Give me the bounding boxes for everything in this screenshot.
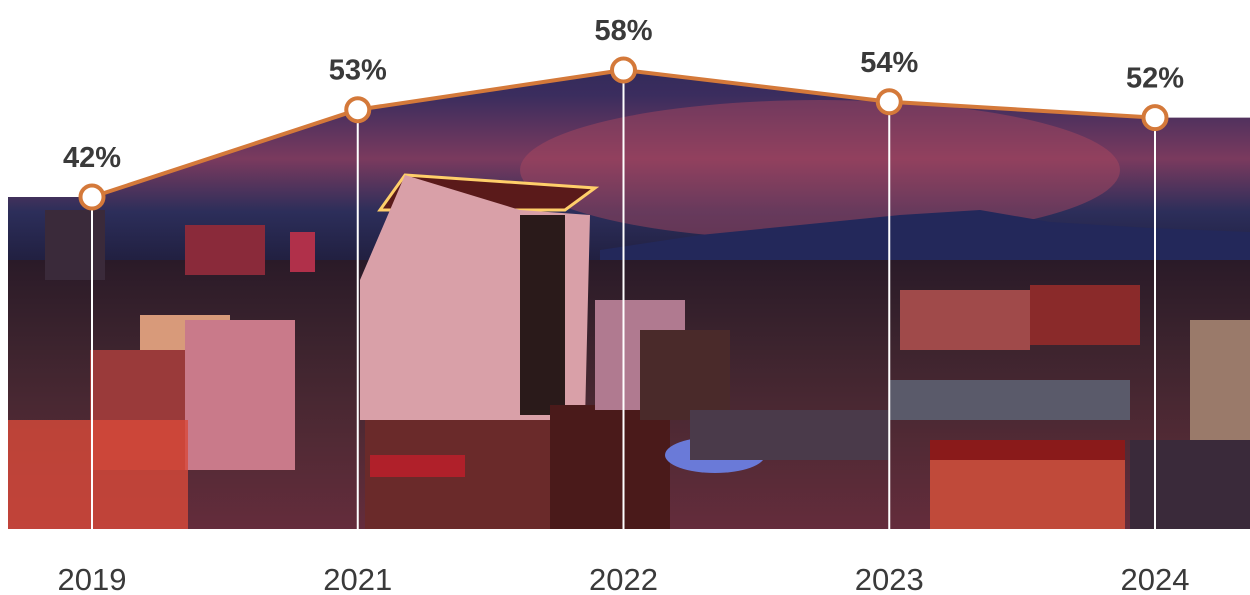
value-label: 42%: [63, 142, 121, 174]
x-tick-label: 2019: [58, 562, 127, 595]
value-label: 52%: [1126, 63, 1184, 95]
value-label: 53%: [329, 55, 387, 87]
x-tick-label: 2024: [1121, 562, 1190, 595]
point: [1141, 104, 1169, 132]
point: [78, 183, 106, 211]
point: [875, 88, 903, 116]
point: [344, 96, 372, 124]
x-tick-label: 2023: [855, 562, 924, 595]
x-tick-label: 2021: [323, 562, 392, 595]
value-label: 58%: [594, 15, 652, 47]
value-label: 54%: [860, 47, 918, 79]
x-tick-label: 2022: [589, 562, 658, 595]
point: [610, 56, 637, 84]
city-photo: [8, 70, 1250, 530]
